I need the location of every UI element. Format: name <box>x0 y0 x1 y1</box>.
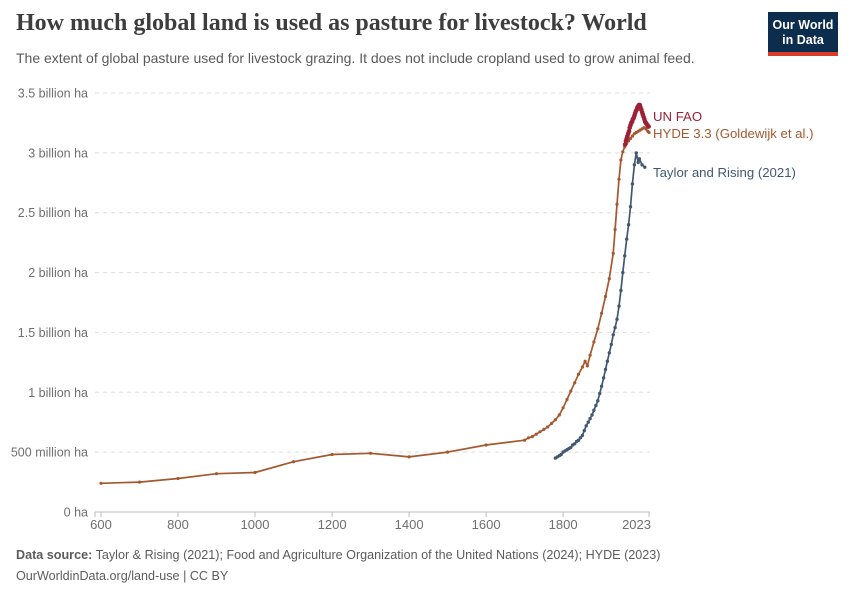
x-axis-tick-label: 1200 <box>318 517 347 532</box>
data-source-text: Taylor & Rising (2021); Food and Agricul… <box>95 548 661 562</box>
license-line: OurWorldinData.org/land-use | CC BY <box>16 566 834 587</box>
chart-footer: Data source: Taylor & Rising (2021); Foo… <box>16 545 834 587</box>
page-title: How much global land is used as pasture … <box>16 10 647 36</box>
owid-url-link[interactable]: OurWorldinData.org/land-use | CC BY <box>16 569 229 583</box>
x-axis-tick-label: 1400 <box>395 517 424 532</box>
data-source-label: Data source: <box>16 548 93 562</box>
series-line-un-fao[interactable] <box>623 103 651 146</box>
y-axis-tick-label: 0 ha <box>64 506 88 520</box>
series-markers-un-fao <box>622 102 651 147</box>
y-axis-tick-label: 2 billion ha <box>28 266 88 280</box>
x-axis-tick-label: 2023 <box>622 517 651 532</box>
series-markers-hyde-3-3 <box>99 126 651 485</box>
series-line-taylor-and-rising[interactable] <box>554 152 646 459</box>
x-axis-tick-label: 600 <box>90 517 112 532</box>
legend-label-taylor-rising[interactable]: Taylor and Rising (2021) <box>653 165 796 180</box>
y-axis-tick-label: 3 billion ha <box>28 146 88 160</box>
legend-label-un-fao[interactable]: UN FAO <box>653 109 703 124</box>
series-markers-taylor-and-rising <box>553 151 647 460</box>
x-axis-tick-label: 1800 <box>549 517 578 532</box>
owid-logo-line2: in Data <box>782 33 824 47</box>
owid-logo[interactable]: Our World in Data <box>768 12 838 56</box>
owid-logo-line1: Our World <box>772 18 834 32</box>
data-source-line: Data source: Taylor & Rising (2021); Foo… <box>16 545 834 566</box>
chart-subtitle: The extent of global pasture used for li… <box>16 50 695 66</box>
y-axis-tick-label: 1.5 billion ha <box>18 326 88 340</box>
y-axis-tick-label: 500 million ha <box>11 446 88 460</box>
y-axis-tick-label: 3.5 billion ha <box>18 87 88 101</box>
x-axis-tick-label: 1000 <box>241 517 270 532</box>
x-axis-tick-label: 1600 <box>472 517 501 532</box>
y-axis-tick-label: 1 billion ha <box>28 386 88 400</box>
y-axis-tick-label: 2.5 billion ha <box>18 206 88 220</box>
x-axis-tick-label: 800 <box>167 517 189 532</box>
legend-label-hyde[interactable]: HYDE 3.3 (Goldewijk et al.) <box>653 126 814 141</box>
series-line-hyde-3-3[interactable] <box>100 126 650 485</box>
